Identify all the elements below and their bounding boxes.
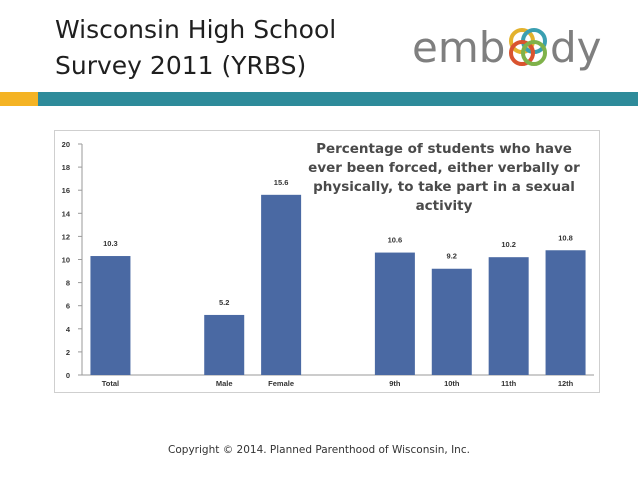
y-tick-label: 8 xyxy=(66,279,70,288)
bar xyxy=(90,256,131,375)
logo-rings-icon xyxy=(509,28,547,66)
logo-ring-icon xyxy=(521,40,547,66)
header-band-accent xyxy=(0,92,38,106)
x-tick-label: 10th xyxy=(444,379,460,388)
y-tick-label: 4 xyxy=(66,325,71,334)
y-tick-label: 16 xyxy=(62,186,70,195)
chart-title: Percentage of students who have ever bee… xyxy=(308,141,580,214)
slide-title-line-2: Survey 2011 (YRBS) xyxy=(55,51,307,80)
bar-value-label: 15.6 xyxy=(274,178,289,187)
x-tick-label: 9th xyxy=(389,379,401,388)
y-tick-label: 2 xyxy=(66,348,70,357)
x-tick-label: Female xyxy=(268,379,294,388)
bar xyxy=(374,252,415,375)
x-tick-label: 12th xyxy=(558,379,574,388)
bar xyxy=(545,250,586,375)
x-tick-label: Total xyxy=(102,379,119,388)
bar-value-label: 10.3 xyxy=(103,239,118,248)
x-tick-label: Male xyxy=(216,379,233,388)
logo-text-right: dy xyxy=(550,23,602,72)
y-tick-label: 18 xyxy=(62,163,70,172)
bar-chart: 0 2 4 6 8 10 12 14 16 18 20 10.3 Total 5.2 Male 15.6 Fem… xyxy=(62,140,594,388)
bar-value-label: 10.6 xyxy=(388,236,403,245)
embody-logo: emb dy xyxy=(412,22,612,78)
logo-ring-icon xyxy=(509,40,535,66)
slide-title-line-1: Wisconsin High School xyxy=(55,15,337,44)
bar xyxy=(431,268,472,375)
y-tick-label: 6 xyxy=(66,302,70,311)
slide-title: Wisconsin High School Survey 2011 (YRBS) xyxy=(55,12,395,84)
x-tick-label: 11th xyxy=(501,379,516,388)
logo-text-left: emb xyxy=(412,23,505,72)
bar xyxy=(204,314,245,375)
copyright-footer: Copyright © 2014. Planned Parenthood of … xyxy=(168,444,470,456)
y-tick-label: 0 xyxy=(66,371,70,380)
bar-value-label: 5.2 xyxy=(219,298,229,307)
y-tick-label: 20 xyxy=(62,140,70,149)
y-tick-label: 10 xyxy=(62,256,70,265)
bar-value-label: 10.2 xyxy=(501,240,516,249)
chart-frame xyxy=(54,130,600,393)
bar xyxy=(488,257,529,375)
bar-value-label: 10.8 xyxy=(558,233,573,242)
bar xyxy=(261,194,302,375)
header-band xyxy=(38,92,638,106)
embody-logo-mark: emb dy xyxy=(412,23,602,72)
y-tick-label: 12 xyxy=(62,232,70,241)
y-tick-label: 14 xyxy=(62,209,71,218)
bar-value-label: 9.2 xyxy=(447,252,457,261)
